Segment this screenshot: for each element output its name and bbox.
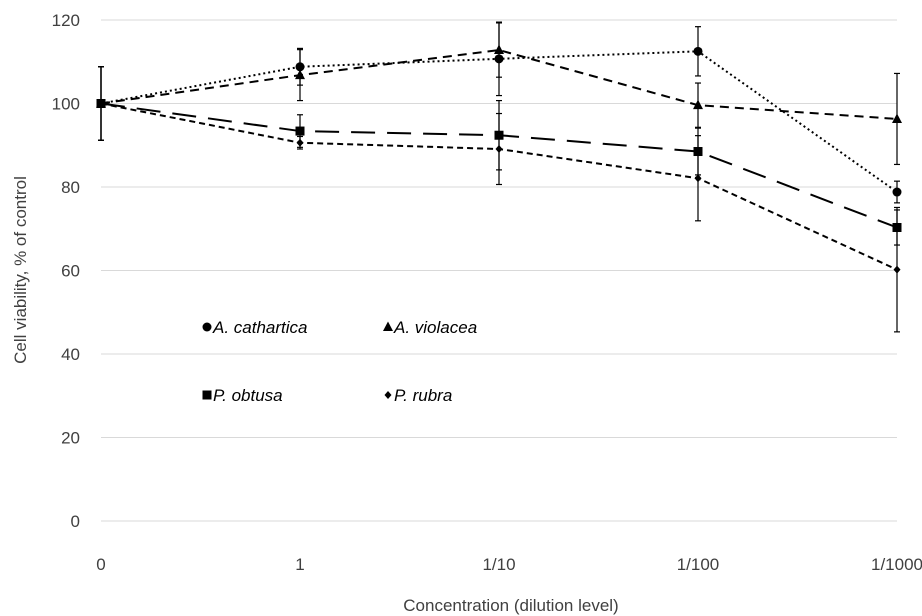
- data-point-p-obtusa: [494, 130, 504, 140]
- data-point-p-rubra: [495, 145, 503, 154]
- y-tick-label: 80: [61, 178, 80, 197]
- legend: A. cathartica A. violacea P. obtusa P. rubr…: [202, 318, 477, 405]
- data-point-p-rubra: [893, 265, 901, 274]
- data-point-p-obtusa: [295, 126, 305, 136]
- y-tick-label: 20: [61, 429, 80, 448]
- x-tick-label: 0: [96, 555, 105, 574]
- legend-marker-p-obtusa: [202, 390, 212, 400]
- y-tick-label: 60: [61, 262, 80, 281]
- legend-label: P. obtusa: [213, 386, 283, 405]
- data-point-a-violacea: [693, 99, 703, 110]
- y-axis-title: Cell viability, % of control: [11, 176, 30, 364]
- x-tick-label: 1/10: [482, 555, 515, 574]
- data-point-a-cathartica: [892, 187, 902, 197]
- y-tick-label: 120: [52, 11, 80, 30]
- y-tick-label: 40: [61, 345, 80, 364]
- x-axis-title: Concentration (dilution level): [403, 596, 618, 615]
- data-point-a-violacea: [295, 69, 305, 80]
- y-tick-labels: 0 20 40 60 80 100 120: [52, 11, 80, 531]
- legend-item-p-rubra: P. rubra: [384, 386, 452, 405]
- error-bars: [98, 21, 900, 333]
- data-point-p-obtusa: [693, 147, 703, 157]
- legend-marker-a-cathartica: [202, 322, 212, 332]
- data-point-a-cathartica: [295, 62, 305, 72]
- legend-label: A. violacea: [393, 318, 477, 337]
- legend-marker-p-rubra: [384, 391, 392, 399]
- legend-item-p-obtusa: P. obtusa: [202, 386, 283, 405]
- data-point-p-rubra: [97, 99, 105, 108]
- series-markers: [96, 44, 902, 274]
- data-point-p-obtusa: [892, 222, 902, 232]
- legend-label: P. rubra: [394, 386, 452, 405]
- x-tick-label: 1/100: [677, 555, 720, 574]
- legend-marker-a-violacea: [383, 321, 393, 331]
- data-point-a-cathartica: [693, 46, 703, 56]
- data-point-a-violacea: [494, 44, 504, 55]
- data-point-a-cathartica: [494, 54, 504, 64]
- legend-item-a-violacea: A. violacea: [383, 318, 477, 337]
- legend-label: A. cathartica: [212, 318, 308, 337]
- data-point-p-rubra: [296, 138, 304, 147]
- data-point-p-rubra: [694, 174, 702, 183]
- x-tick-label: 1/1000: [871, 555, 922, 574]
- y-tick-label: 0: [71, 512, 80, 531]
- x-tick-label: 1: [295, 555, 304, 574]
- data-point-a-violacea: [892, 113, 902, 123]
- x-tick-labels: 0 1 1/10 1/100 1/1000: [96, 555, 922, 574]
- legend-item-a-cathartica: A. cathartica: [202, 318, 308, 337]
- y-tick-label: 100: [52, 95, 80, 114]
